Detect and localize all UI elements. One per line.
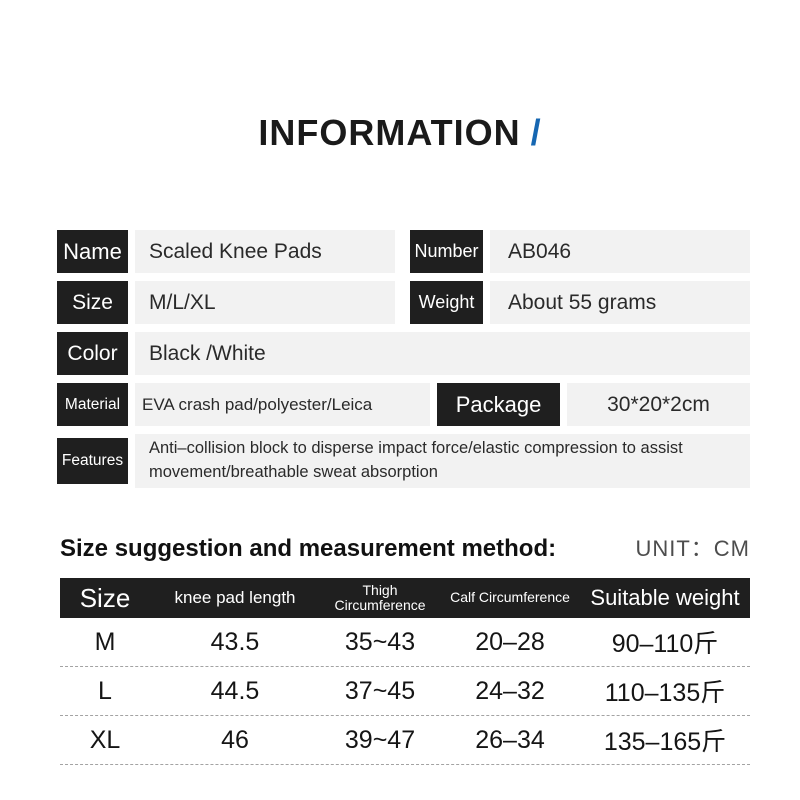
- spacer: [128, 434, 135, 488]
- table-row-l: L 44.5 37~45 24–32 110–135斤: [60, 667, 750, 716]
- cell-thigh-circumference: 35~43: [344, 627, 416, 656]
- name-label: Name: [57, 230, 128, 273]
- cell-suitable-weight: 110–135斤: [604, 679, 726, 707]
- number-value: AB046: [490, 230, 750, 273]
- size-value: M/L/XL: [135, 281, 395, 324]
- cell-calf-circumference: 24–32: [475, 676, 545, 705]
- column-header-thigh-circumference: Thigh Circumference: [334, 581, 426, 613]
- spacer: [395, 281, 410, 324]
- page-title-text: INFORMATION: [258, 112, 521, 153]
- features-value: Anti–collision block to disperse impact …: [135, 434, 750, 488]
- spacer: [128, 383, 135, 426]
- color-value: Black /White: [135, 332, 750, 375]
- column-header-calf-circumference: Calf Circumference: [450, 589, 570, 606]
- unit-label: UNIT：CM: [635, 536, 750, 561]
- product-info-table: Name Scaled Knee Pads Number AB046 Size …: [57, 230, 750, 496]
- cell-knee-pad-length: 44.5: [210, 676, 260, 705]
- size-table-heading: Size suggestion and measurement method: …: [60, 531, 750, 563]
- cell-calf-circumference: 20–28: [475, 627, 545, 656]
- info-row-features: Features Anti–collision block to dispers…: [57, 434, 750, 488]
- page-title: INFORMATION /: [0, 112, 800, 154]
- column-header-size: Size: [79, 582, 131, 613]
- cell-calf-circumference: 26–34: [475, 725, 545, 754]
- cell-thigh-circumference: 39~47: [344, 725, 416, 754]
- material-label: Material: [57, 383, 128, 426]
- material-value: EVA crash pad/polyester/Leica: [135, 383, 430, 426]
- cell-suitable-weight: 135–165斤: [603, 728, 727, 756]
- features-label: Features: [57, 438, 128, 484]
- column-header-suitable-weight: Suitable weight: [590, 584, 740, 610]
- cell-size: XL: [89, 725, 121, 754]
- color-label: Color: [57, 332, 128, 375]
- weight-label: Weight: [410, 281, 483, 324]
- spacer: [128, 332, 135, 375]
- number-label: Number: [410, 230, 483, 273]
- spacer: [395, 230, 410, 273]
- table-row-xl: XL 46 39~47 26–34 135–165斤: [60, 716, 750, 765]
- cell-suitable-weight: 90–110斤: [611, 630, 719, 658]
- cell-size: L: [98, 676, 112, 705]
- weight-value: About 55 grams: [490, 281, 750, 324]
- size-suggestion-title: Size suggestion and measurement method:: [60, 535, 557, 562]
- package-value: 30*20*2cm: [567, 383, 750, 426]
- cell-knee-pad-length: 43.5: [210, 627, 260, 656]
- size-table-header: Size knee pad length Thigh Circumference…: [60, 578, 750, 618]
- spacer: [430, 383, 437, 426]
- cell-thigh-circumference: 37~45: [344, 676, 416, 705]
- size-measurement-table: Size knee pad length Thigh Circumference…: [60, 578, 750, 765]
- info-row-name-number: Name Scaled Knee Pads Number AB046: [57, 230, 750, 273]
- spacer: [560, 383, 567, 426]
- cell-knee-pad-length: 46: [221, 725, 249, 754]
- info-row-material-package: Material EVA crash pad/polyester/Leica P…: [57, 383, 750, 426]
- size-label: Size: [57, 281, 128, 324]
- name-value: Scaled Knee Pads: [135, 230, 395, 273]
- info-row-size-weight: Size M/L/XL Weight About 55 grams: [57, 281, 750, 324]
- column-header-knee-pad-length: knee pad length: [174, 587, 296, 607]
- cell-size: M: [94, 627, 116, 656]
- spacer: [483, 281, 490, 324]
- table-row-m: M 43.5 35~43 20–28 90–110斤: [60, 618, 750, 667]
- spacer: [128, 230, 135, 273]
- title-slash-accent: /: [530, 112, 542, 153]
- package-label: Package: [437, 383, 560, 426]
- spacer: [483, 230, 490, 273]
- spacer: [128, 281, 135, 324]
- info-row-color: Color Black /White: [57, 332, 750, 375]
